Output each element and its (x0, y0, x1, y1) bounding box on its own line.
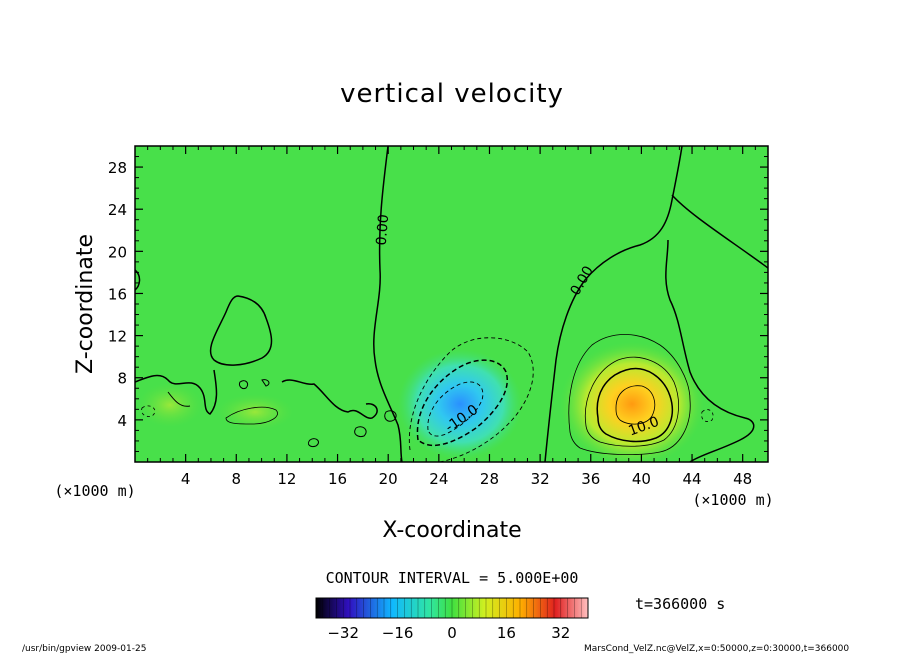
colorbar-tick-label: 32 (551, 624, 570, 642)
x-axis: 4 8 12 16 20 24 28 32 36 40 44 48 (147, 146, 756, 488)
y-axis-label: Z-coordinate (73, 234, 98, 374)
x-tick-label: 24 (429, 470, 448, 488)
x-tick-label: 36 (581, 470, 600, 488)
plot-field: 0.000.00-10.0 10.0 (135, 146, 768, 462)
x-tick-label: 8 (232, 470, 242, 488)
x-tick-label: 12 (277, 470, 296, 488)
colorbar-tick-label: 16 (497, 624, 516, 642)
x-unit-label-left: (×1000 m) (54, 482, 135, 500)
colorbar-tick-label: −16 (382, 624, 414, 642)
x-axis-label: X-coordinate (382, 518, 521, 543)
time-label: t=366000 s (635, 595, 725, 613)
y-tick-label: 4 (117, 412, 127, 430)
footer-right: MarsCond_VelZ.nc@VelZ,x=0:50000,z=0:3000… (584, 644, 849, 654)
y-tick-label: 12 (108, 328, 127, 346)
x-tick-label: 16 (328, 470, 347, 488)
colorbar-ticks: −32 −16 0 16 32 (322, 598, 582, 642)
contour-lines (135, 146, 768, 462)
x-tick-label: 28 (480, 470, 499, 488)
colorbar-tick-label: −32 (327, 624, 359, 642)
colorbar-tick-label: 0 (447, 624, 457, 642)
downdraft-region (398, 349, 522, 459)
x-tick-label: 40 (632, 470, 651, 488)
y-tick-label: 8 (117, 370, 127, 388)
footer-left: /usr/bin/gpview 2009-01-25 (22, 644, 146, 654)
chart-title: vertical velocity (340, 79, 564, 109)
x-tick-label: 4 (181, 470, 191, 488)
updraft-region (560, 342, 704, 462)
x-unit-label-right: (×1000 m) (692, 491, 773, 509)
y-tick-label: 20 (108, 243, 127, 261)
y-tick-label: 28 (108, 159, 127, 177)
y-tick-label: 16 (108, 285, 127, 303)
contour-label: 0.00 (374, 214, 393, 246)
x-tick-label: 44 (682, 470, 701, 488)
x-tick-label: 32 (531, 470, 550, 488)
x-tick-label: 20 (379, 470, 398, 488)
contour-interval-label: CONTOUR INTERVAL = 5.000E+00 (326, 569, 579, 587)
x-tick-label: 48 (733, 470, 752, 488)
y-axis: 4 8 12 16 20 24 28 (108, 156, 768, 452)
y-tick-label: 24 (108, 201, 127, 219)
